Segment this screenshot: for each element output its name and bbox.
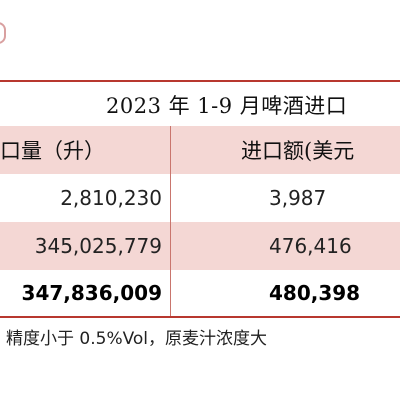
total-value-cell: 480,398 <box>170 270 400 316</box>
volume-value: 2,810,230 <box>60 186 162 210</box>
page-corner-mark <box>0 22 6 44</box>
value-amount: 3,987 <box>269 186 327 210</box>
total-value-amount: 480,398 <box>269 281 361 305</box>
header-volume: 口量（升） <box>0 139 105 163</box>
header-value: 进口额(美元 <box>241 139 355 163</box>
table-row: 2,810,230 3,987 <box>0 174 400 223</box>
volume-value: 345,025,779 <box>34 234 162 258</box>
table-title-row: 2023 年 1-9 月啤酒进口 <box>0 80 400 129</box>
table-total-row: 347,836,009 480,398 <box>0 270 400 318</box>
table-row: 345,025,779 476,416 <box>0 222 400 271</box>
value-cell: 3,987 <box>170 174 400 222</box>
table-title: 2023 年 1-9 月啤酒进口 <box>106 94 348 118</box>
value-cell: 476,416 <box>170 222 400 270</box>
total-volume-value: 347,836,009 <box>21 281 162 305</box>
table-header-row: 口量（升） 进口额(美元 <box>0 126 400 175</box>
total-volume-cell: 347,836,009 <box>0 270 170 316</box>
header-value-cell: 进口额(美元 <box>170 126 400 174</box>
footnote: 精度小于 0.5%Vol，原麦汁浓度大 <box>6 328 268 349</box>
volume-cell: 2,810,230 <box>0 174 170 222</box>
header-volume-cell: 口量（升） <box>0 126 170 174</box>
value-amount: 476,416 <box>269 234 352 258</box>
volume-cell: 345,025,779 <box>0 222 170 270</box>
